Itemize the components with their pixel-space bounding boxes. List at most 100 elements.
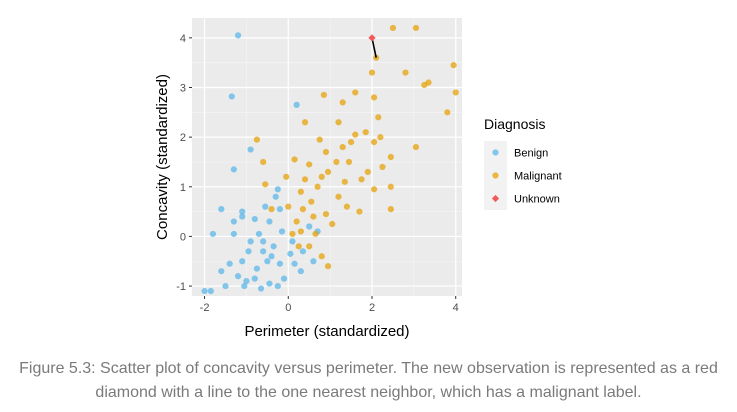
benign-point <box>239 258 246 265</box>
benign-point <box>293 101 300 108</box>
benign-point <box>234 32 242 39</box>
malignant-point <box>345 158 353 166</box>
benign-point <box>255 230 263 238</box>
malignant-point <box>387 206 394 213</box>
benign-point <box>226 260 233 267</box>
benign-point <box>243 278 250 285</box>
malignant-point <box>358 176 365 183</box>
y-tick-label: 2 <box>180 132 186 144</box>
malignant-point <box>283 173 290 180</box>
malignant-point <box>347 139 355 146</box>
benign-point <box>260 238 267 245</box>
benign-point <box>268 253 275 260</box>
malignant-point <box>291 156 298 163</box>
benign-point <box>239 213 246 220</box>
benign-point <box>289 238 296 245</box>
legend-label: Malignant <box>514 171 562 183</box>
y-tick-label: 0 <box>180 231 186 243</box>
legend-label: Unknown <box>514 194 560 206</box>
benign-point <box>297 268 304 275</box>
benign-point <box>260 248 267 255</box>
y-tick-label: 4 <box>180 33 186 45</box>
malignant-point <box>364 168 371 175</box>
figure-caption: Figure 5.3: Scatter plot of concavity ve… <box>19 360 718 401</box>
malignant-point <box>306 161 313 168</box>
data-points <box>201 24 459 295</box>
malignant-point <box>339 143 346 151</box>
malignant-point <box>253 136 260 143</box>
plot-panel <box>192 18 462 296</box>
malignant-point <box>375 114 382 121</box>
malignant-point <box>412 24 420 32</box>
benign-point <box>266 280 273 287</box>
malignant-point <box>370 186 378 193</box>
malignant-point <box>301 119 309 126</box>
benign-point <box>247 146 254 153</box>
benign-point <box>264 258 271 265</box>
malignant-point <box>306 243 313 250</box>
malignant-point <box>379 163 386 171</box>
malignant-point <box>450 62 457 69</box>
benign-point <box>234 273 242 280</box>
y-axis-label: Concavity (standardized) <box>154 74 171 240</box>
malignant-point <box>329 220 336 228</box>
nearest-neighbor-line <box>371 37 377 58</box>
benign-point <box>262 203 269 210</box>
benign-point <box>299 248 307 255</box>
legend-marker-unknown <box>491 194 500 203</box>
y-tick-label: -1 <box>176 281 186 293</box>
x-tick-label: 2 <box>369 302 375 314</box>
x-tick-label: 0 <box>285 302 291 314</box>
legend-title: Diagnosis <box>484 116 545 132</box>
malignant-point <box>377 134 384 141</box>
benign-point <box>291 260 298 267</box>
legend: Diagnosis Benign Malignant Unknown <box>484 116 562 210</box>
scatter-chart: -2 0 2 4 -1 0 1 2 3 4 Perimeter (standardized) Co… <box>154 18 562 340</box>
y-tick-label: 3 <box>180 83 186 95</box>
malignant-point <box>318 173 325 180</box>
benign-point <box>201 287 208 295</box>
benign-point <box>278 228 286 235</box>
benign-point <box>230 230 237 238</box>
x-axis-label: Perimeter (standardized) <box>244 323 409 340</box>
malignant-point <box>444 109 451 116</box>
malignant-point <box>425 79 432 86</box>
malignant-point <box>370 139 378 146</box>
malignant-point <box>268 206 275 213</box>
malignant-point <box>368 69 376 76</box>
benign-point <box>280 275 288 282</box>
benign-point <box>270 243 277 250</box>
malignant-point <box>260 158 267 166</box>
benign-point <box>230 166 237 173</box>
malignant-point <box>335 193 342 200</box>
benign-point <box>245 248 252 255</box>
benign-point <box>310 258 317 265</box>
legend-label: Benign <box>514 148 548 160</box>
malignant-point <box>402 69 409 76</box>
malignant-point <box>352 89 359 96</box>
malignant-point <box>452 89 459 96</box>
malignant-point <box>335 119 342 126</box>
benign-point <box>266 218 273 225</box>
axes: -2 0 2 4 -1 0 1 2 3 4 <box>176 33 459 314</box>
x-tick-label: -2 <box>200 302 210 314</box>
benign-point <box>251 275 258 282</box>
benign-point <box>207 287 214 295</box>
malignant-point <box>295 243 302 250</box>
malignant-point <box>316 136 323 143</box>
unknown-point <box>368 34 376 42</box>
legend-marker-benign <box>492 149 499 156</box>
malignant-point <box>362 129 369 136</box>
malignant-point <box>370 94 378 101</box>
benign-point <box>306 223 313 230</box>
benign-point <box>230 218 237 225</box>
benign-point <box>251 215 258 223</box>
benign-point <box>253 265 260 272</box>
malignant-point <box>297 228 304 235</box>
benign-point <box>209 230 217 238</box>
benign-point <box>257 285 265 292</box>
malignant-point <box>322 210 330 218</box>
malignant-point <box>352 131 359 138</box>
malignant-point <box>324 263 332 270</box>
malignant-point <box>289 230 296 238</box>
